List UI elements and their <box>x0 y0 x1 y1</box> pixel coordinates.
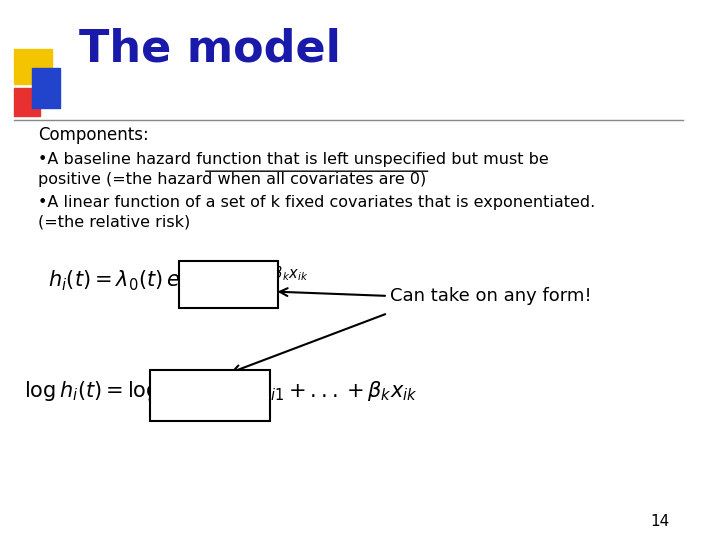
Text: •A baseline hazard function that is left unspecified but must be: •A baseline hazard function that is left… <box>38 152 549 167</box>
FancyBboxPatch shape <box>150 370 270 421</box>
Text: Can take on any form!: Can take on any form! <box>390 287 592 305</box>
Text: (=the relative risk): (=the relative risk) <box>38 215 190 230</box>
Text: •A linear function of a set of k fixed covariates that is exponentiated.: •A linear function of a set of k fixed c… <box>38 195 595 210</box>
Text: $\log h_i(t) = \log\lambda_0(t) + \beta_1 x_{i1} + ... + \beta_k x_{ik}$: $\log h_i(t) = \log\lambda_0(t) + \beta_… <box>24 379 418 403</box>
Bar <box>14 49 52 84</box>
Text: positive (=the hazard when all covariates are 0): positive (=the hazard when all covariate… <box>38 172 426 187</box>
FancyBboxPatch shape <box>179 261 278 308</box>
Text: Components:: Components: <box>38 126 149 144</box>
Bar <box>14 88 40 116</box>
Text: 14: 14 <box>650 514 670 529</box>
Text: The model: The model <box>79 27 341 70</box>
Text: $h_i(t) = \lambda_0(t)\,e^{\beta_1 x_{i1}+...+\beta_k x_{ik}}$: $h_i(t) = \lambda_0(t)\,e^{\beta_1 x_{i1… <box>48 264 309 293</box>
Bar <box>32 68 60 108</box>
